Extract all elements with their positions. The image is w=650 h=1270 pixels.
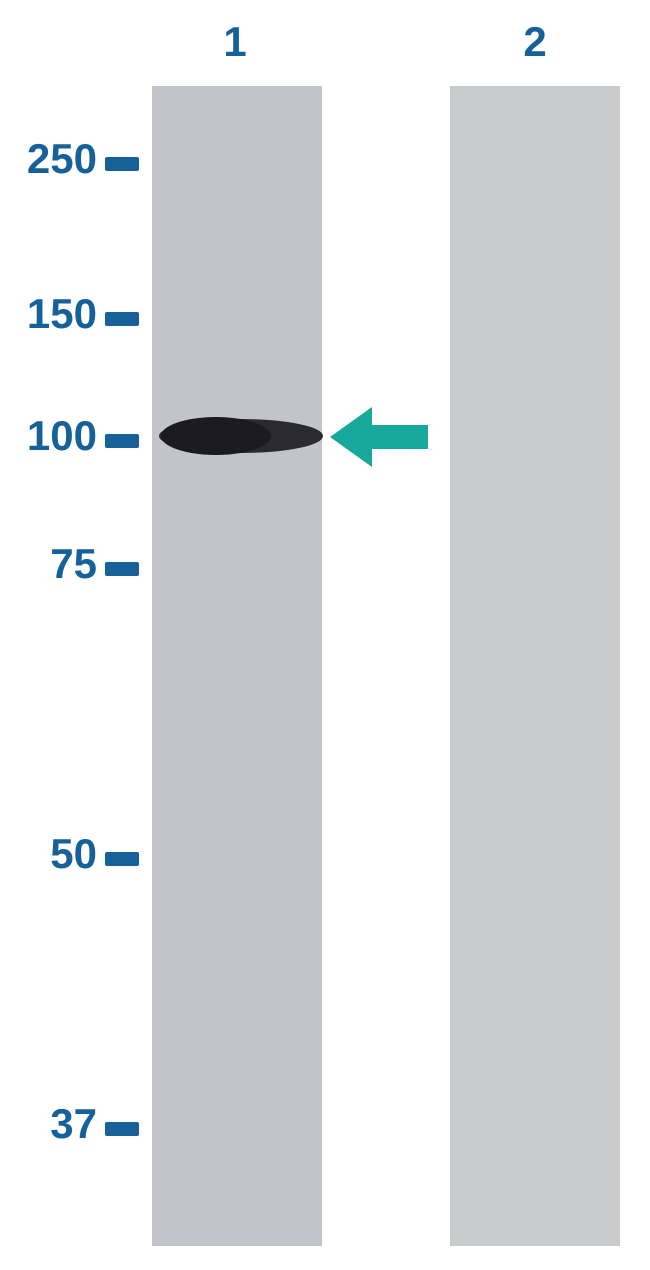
arrow-head-icon	[330, 407, 372, 467]
mw-label-75: 75	[32, 540, 97, 588]
lane-2	[450, 86, 620, 1246]
lane-label-1: 1	[220, 18, 250, 66]
target-band-arrow	[330, 407, 428, 467]
band-shape-icon	[156, 416, 326, 456]
arrow-shaft	[372, 425, 428, 449]
mw-tick-100	[105, 434, 139, 448]
western-blot-figure: 1 2 250 150 100 75 50 37	[0, 0, 650, 1270]
mw-label-37: 37	[32, 1100, 97, 1148]
mw-tick-75	[105, 562, 139, 576]
mw-label-150: 150	[12, 290, 97, 338]
lane-1	[152, 86, 322, 1246]
mw-label-50: 50	[32, 830, 97, 878]
band-1-100kda	[156, 416, 326, 456]
lane-label-2: 2	[520, 18, 550, 66]
mw-tick-50	[105, 852, 139, 866]
mw-tick-37	[105, 1122, 139, 1136]
mw-label-250: 250	[12, 135, 97, 183]
mw-tick-250	[105, 157, 139, 171]
mw-tick-150	[105, 312, 139, 326]
mw-label-100: 100	[12, 412, 97, 460]
